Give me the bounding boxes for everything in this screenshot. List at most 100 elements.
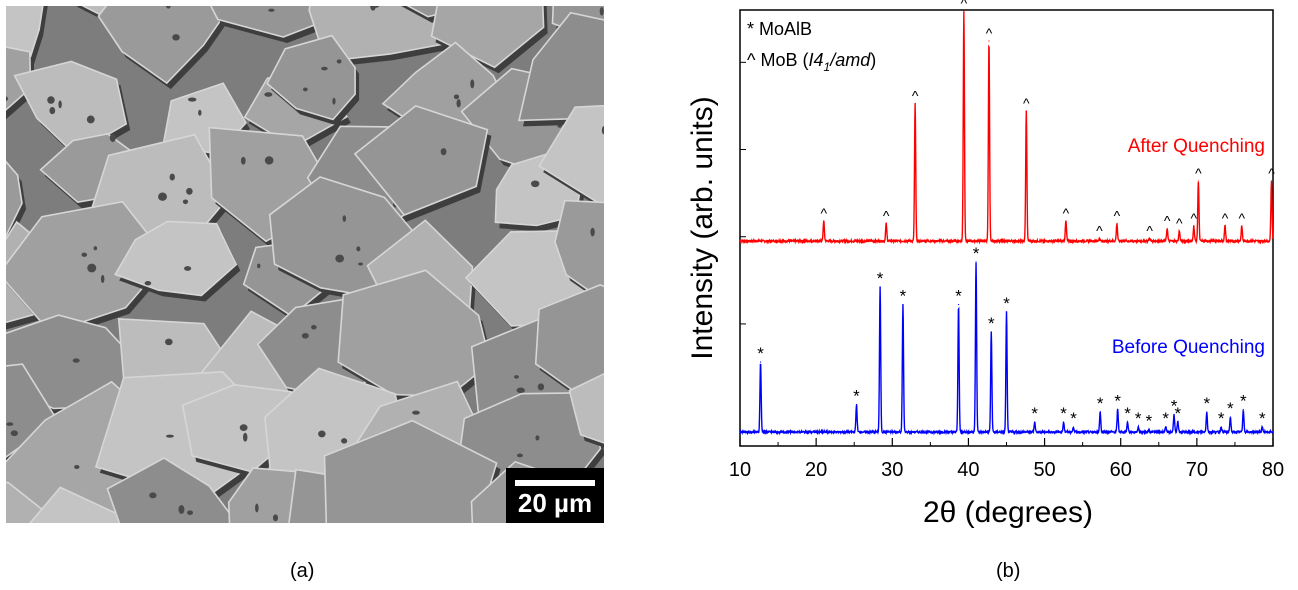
pore [358,262,363,266]
peak-point [1166,227,1168,230]
pore [10,430,18,437]
peak-marker: * [1171,397,1178,416]
pore [239,424,248,431]
pore [272,514,279,522]
peak-point [855,403,858,406]
pore [321,66,328,71]
peak-marker: * [853,387,860,406]
peak-marker: * [1060,404,1067,423]
pore [356,246,361,252]
x-axis-label: 2θ (degrees) [923,496,1093,529]
grain [106,457,238,523]
pore [342,215,347,222]
peak-point [1241,225,1243,227]
pore [264,156,274,165]
pore [184,266,192,271]
peak-marker: ^ [1238,210,1245,226]
pore [335,254,345,263]
peak-marker: ^ [1164,213,1171,229]
grain [6,363,59,458]
pore [178,505,185,514]
pore [332,97,336,105]
pore [602,129,604,134]
series-after-quenching: ^ ^ ^ ^ ^ ^ ^ ^ ^ ^ ^ ^ ^ ^ ^ ^ ^ [739,0,1275,245]
pore [311,325,317,330]
peak-marker: ^ [1176,215,1183,231]
peak-point [957,303,960,306]
pore [186,187,193,195]
peak-marker: * [1240,392,1247,411]
legend-label-moalb: MoAlB [759,19,812,39]
peak-marker: * [955,287,962,306]
grain [430,6,545,69]
peak-marker: ^ [1063,205,1070,221]
peak-point [902,303,904,306]
pore [164,338,173,346]
peak-marker: ^ [1146,223,1153,239]
peak-marker: ^ [912,88,919,104]
peak-marker: * [973,244,980,263]
pore [456,99,461,108]
x-tick-label: 50 [1033,459,1055,481]
pore [86,115,95,124]
peak-marker: * [1135,409,1142,428]
peak-marker: * [757,344,764,363]
pore [47,96,55,104]
peak-point [1173,413,1175,416]
peak-point [1034,421,1036,423]
pore [169,173,175,181]
peak-point [914,102,916,105]
peak-marker: * [1175,404,1182,423]
peak-point [1065,220,1067,222]
peak-marker: ^ [1114,208,1121,224]
pore [166,434,174,438]
legend-entry-moalb: * MoAlB [747,19,812,39]
peak-marker: ^ [820,205,827,221]
peak-marker: * [1146,412,1153,431]
legend-label-mob-close: ) [870,50,876,70]
legend-label-mob-sub: 1 [824,60,831,74]
peak-point [988,40,990,42]
pore [49,106,56,115]
pore [516,387,525,394]
pore [187,97,197,102]
x-tick-label: 40 [957,459,979,481]
pore [187,510,193,516]
pore [6,96,9,102]
peak-marker: ^ [1096,223,1103,239]
pore [198,109,202,116]
pore [371,6,380,8]
pore [242,432,248,442]
x-tick-label: 20 [805,459,827,481]
pore [301,332,309,339]
legend-marker-star: * [747,19,754,39]
peak-marker: * [1203,394,1210,413]
peak-point [990,331,992,333]
y-axis [740,61,746,325]
peak-point [1229,416,1231,418]
legend-label-mob-amd: /amd [828,50,871,70]
peak-marker: * [1097,394,1104,413]
peak-marker: * [1124,404,1131,423]
pore [268,8,275,12]
peak-point [1137,426,1139,428]
series-line [739,262,1274,436]
pore [109,133,116,142]
pore [144,280,152,286]
x-tick-label: 80 [1262,459,1284,481]
peak-marker: ^ [1222,210,1229,226]
peak-point [1270,180,1273,182]
peak-point [975,261,977,263]
scale-bar-label: 20 µm [517,488,593,518]
pore [453,94,460,100]
peak-point [1242,408,1244,411]
peak-point [1116,222,1118,225]
legend: * MoAlB ^ MoB (I41/amd) [747,19,876,74]
caption-b: (b) [996,560,1021,582]
legend-label-mob-i4: I4 [808,50,823,70]
pore [336,59,342,64]
series-line [739,11,1274,245]
peak-marker: ^ [1195,165,1202,181]
pore [257,263,261,269]
grain [97,6,232,85]
